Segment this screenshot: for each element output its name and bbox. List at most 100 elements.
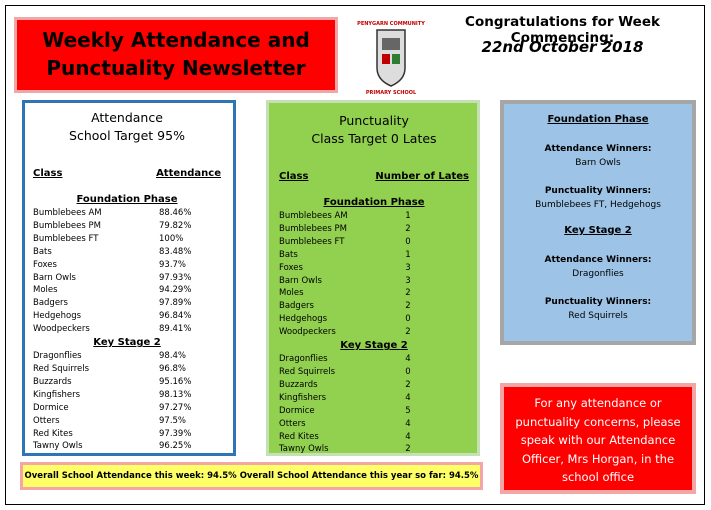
section-heading: Foundation Phase [323, 197, 425, 208]
class-value: 4 [405, 418, 411, 429]
logo-top-text: PENYGARN COMMUNITY [357, 21, 425, 27]
class-value: 98.4% [159, 351, 187, 362]
class-value: 0 [405, 236, 411, 247]
class-row: Dragonflies 4 [279, 353, 469, 366]
class-row: Tawny Owls 2 [279, 443, 469, 456]
class-name: Badgers [33, 298, 68, 309]
column-header: Class [279, 171, 309, 182]
class-name: Dormice [33, 402, 69, 413]
class-name: Badgers [279, 301, 314, 312]
class-value: 5 [405, 405, 411, 416]
class-name: Bumblebees AM [33, 208, 102, 218]
class-name: Barn Owls [33, 272, 76, 283]
class-name: Moles [279, 288, 304, 299]
class-value: 2 [405, 223, 411, 234]
class-value: 1 [405, 211, 411, 221]
class-row: Red Squirrels 0 [279, 366, 469, 379]
footer-week: Overall School Attendance this week: 94.… [24, 471, 237, 481]
winners-punctuality-label: Punctuality Winners: [544, 297, 652, 307]
class-row: Red Kites 4 [279, 431, 469, 444]
class-value: 96.8% [159, 363, 187, 374]
attendance-box: Attendance School Target 95% Class Attendan… [22, 100, 236, 456]
class-name: Dragonflies [33, 351, 82, 362]
box-title: Punctuality [339, 113, 409, 128]
punctuality-box: Punctuality Class Target 0 Lates Class Numb… [266, 100, 480, 456]
footer-box: Overall School Attendance this week: 94.… [20, 462, 483, 490]
class-row: Foxes 93.7% [33, 259, 221, 272]
class-value: 96.25% [159, 441, 192, 452]
class-value: 97.27% [159, 402, 192, 413]
winners-punctuality: Red Squirrels [568, 311, 628, 321]
class-row: Barn Owls 3 [279, 275, 469, 288]
winners-name: Key Stage 2 [564, 225, 632, 236]
column-headers: Class Attendance [33, 167, 221, 181]
class-row: Foxes 3 [279, 262, 469, 275]
class-value: 97.93% [159, 272, 192, 283]
logo-bottom-text: PRIMARY SCHOOL [366, 90, 417, 96]
winners-attendance-label: Attendance Winners: [544, 144, 652, 154]
class-row: Woodpeckers 2 [279, 326, 469, 339]
class-row: Bats 83.48% [33, 246, 221, 259]
class-name: Red Kites [33, 428, 73, 439]
class-name: Barn Owls [279, 275, 322, 286]
winners-punctuality-label: Punctuality Winners: [544, 186, 652, 196]
section-heading: Key Stage 2 [340, 340, 408, 352]
class-row: Bats 1 [279, 249, 469, 262]
class-name: Tawny Owls [279, 444, 329, 455]
class-name: Bumblebees FT [279, 236, 345, 247]
class-row: Bumblebees PM 79.82% [33, 220, 221, 233]
winners-name: Foundation Phase [547, 114, 649, 125]
box-target: Class Target 0 Lates [311, 131, 437, 146]
column-headers: Class Number of Lates [279, 170, 469, 184]
winners-attendance: Dragonflies [572, 269, 624, 279]
page-frame [5, 5, 705, 505]
class-name: Kingfishers [33, 389, 81, 400]
class-name: Red Squirrels [33, 363, 90, 374]
section-heading: Foundation Phase [76, 194, 178, 205]
column-header: Class [33, 168, 63, 179]
class-row: Bumblebees AM 1 [279, 210, 469, 223]
class-row: Red Squirrels 96.8% [33, 363, 221, 376]
class-row: Otters 97.5% [33, 415, 221, 428]
class-value: 98.13% [159, 389, 192, 400]
class-row: Buzzards 2 [279, 379, 469, 392]
class-name: Dormice [279, 405, 315, 416]
class-name: Otters [33, 415, 60, 426]
class-value: 2 [405, 379, 411, 390]
title: Weekly Attendance and Punctuality Newsle… [42, 28, 310, 80]
concerns-box: For any attendance or punctuality concer… [500, 383, 696, 494]
class-name: Buzzards [279, 379, 318, 390]
class-row: Moles 94.29% [33, 284, 221, 297]
school-logo: PENYGARN COMMUNITY PRIMARY SCHOOL [357, 21, 425, 96]
concerns-text: For any attendance or punctuality concer… [515, 396, 681, 484]
class-row: Tawny Owls 96.25% [33, 440, 221, 453]
week-date: 22nd October 2018 [481, 38, 644, 56]
class-row: Barn Owls 97.93% [33, 272, 221, 285]
class-row: Kingfishers 98.13% [33, 389, 221, 402]
class-row: Badgers 2 [279, 300, 469, 313]
class-row: Buzzards 95.16% [33, 376, 221, 389]
class-row: Bumblebees PM 2 [279, 223, 469, 236]
class-name: Dragonflies [279, 354, 328, 365]
class-name: Hedgehogs [33, 311, 82, 322]
class-value: 1 [405, 249, 411, 260]
class-row: Badgers 97.89% [33, 297, 221, 310]
class-value: 97.89% [159, 298, 192, 309]
class-value: 89.41% [159, 324, 192, 335]
class-name: Bats [33, 246, 52, 257]
class-row: Moles 2 [279, 287, 469, 300]
class-name: Bumblebees PM [33, 220, 101, 231]
class-name: Foxes [279, 262, 303, 273]
class-value: 0 [405, 314, 411, 325]
title-box: Weekly Attendance and Punctuality Newsle… [14, 17, 338, 93]
class-row: Dragonflies 98.4% [33, 350, 221, 363]
class-value: 100% [159, 233, 184, 244]
section-heading: Key Stage 2 [93, 337, 161, 349]
class-name: Red Kites [279, 431, 319, 442]
class-value: 94.29% [159, 285, 192, 296]
class-value: 0 [405, 366, 411, 377]
class-row: Red Kites 97.39% [33, 428, 221, 441]
winners-punctuality: Bumblebees FT, Hedgehogs [535, 200, 661, 210]
class-value: 79.82% [159, 220, 192, 231]
class-name: Bumblebees PM [279, 223, 347, 234]
